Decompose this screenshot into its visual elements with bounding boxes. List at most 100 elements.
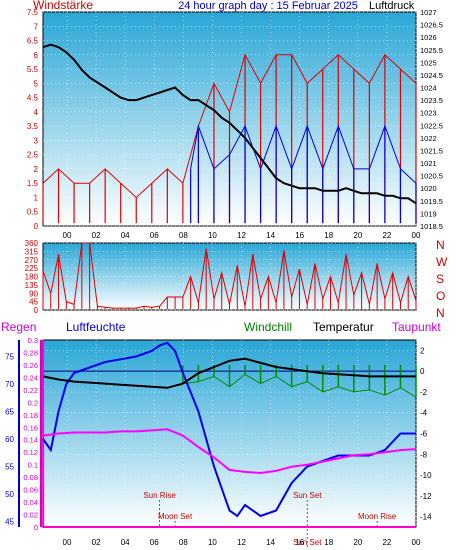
wind-tick-label: 0	[34, 222, 39, 231]
rain-tick-label: 0.14	[23, 436, 38, 445]
pressure-tick-label: 1023.5	[420, 96, 443, 105]
x-tick-label: 08	[179, 231, 188, 240]
temp-tick-label: -14	[420, 513, 432, 522]
pressure-tick-label: 1025.5	[420, 46, 443, 55]
wind-tick-label: 6.5	[27, 37, 39, 46]
rain-tick-label: 0.22	[23, 386, 38, 395]
humidity-line	[42, 341, 416, 518]
temp-tick-label: -6	[420, 430, 428, 439]
x-tick-label: 16	[295, 538, 304, 547]
rain-tick-label: 0.18	[23, 411, 38, 420]
x-tick-label: 00	[412, 538, 421, 547]
direction-tick-label: 180	[25, 273, 39, 282]
wind-axis-label: Windstärke	[33, 0, 93, 12]
rain-tick-label: 0.04	[23, 498, 38, 507]
wind-tick-label: 1	[34, 193, 39, 202]
x-tick-label: 06	[150, 538, 159, 547]
wind-tick-label: 6	[34, 51, 39, 60]
humidity-tick-label: 70	[5, 380, 14, 389]
x-tick-label: 18	[324, 231, 333, 240]
temp-humidity-series	[42, 339, 417, 528]
wind-tick-label: 3.5	[27, 122, 39, 131]
pressure-tick-label: 1021.5	[420, 146, 443, 155]
wind-direction-series	[42, 242, 417, 309]
rain-tick-label: 0.08	[23, 473, 38, 482]
pressure-tick-label: 1022	[420, 134, 437, 143]
pressure-tick-label: 1024.5	[420, 71, 443, 80]
wind-tick-label: 5.5	[27, 65, 39, 74]
pressure-line	[42, 43, 417, 205]
pressure-axis-ticks: 1018.5 1019 1019.5 1020 1020.5 1021 1021.5 1022…	[420, 8, 443, 231]
rain-line	[42, 339, 416, 528]
direction-tick-label: 315	[25, 247, 39, 256]
x-tick-label: 14	[266, 538, 275, 547]
dewpoint-line	[42, 428, 417, 475]
temp-tick-label: 2	[420, 346, 425, 355]
x-tick-label: 02	[92, 231, 101, 240]
direction-tick-label: 360	[25, 239, 39, 248]
rain-tick-label: 0.26	[23, 361, 38, 370]
compass-label: O	[436, 289, 445, 303]
wind-tick-label: 2	[34, 165, 39, 174]
wind-tick-label: 5	[34, 79, 39, 88]
x-tick-label: 00	[63, 231, 72, 240]
temp-humidity-x-ticks: 00 02 04 06 08 10 12 14 16 18 20 22 00	[63, 538, 421, 547]
direction-tick-label: 225	[25, 264, 39, 273]
x-tick-label: 16	[295, 231, 304, 240]
temp-tick-label: -4	[420, 409, 428, 418]
rain-tick-label: 0.2	[28, 398, 38, 407]
pressure-tick-label: 1018.5	[420, 222, 443, 231]
rain-tick-label: 0.06	[23, 486, 38, 495]
compass-label: S	[436, 272, 444, 286]
pressure-axis-label: Luftdruck	[369, 0, 415, 12]
humidity-label: Luftfeuchte	[66, 320, 126, 334]
pressure-tick-label: 1026.5	[420, 21, 443, 30]
wind-tick-label: 4.5	[27, 94, 39, 103]
pressure-tick-label: 1020	[420, 184, 437, 193]
chart-title: 24 hour graph day : 15 Februar 2025	[178, 0, 358, 12]
temp-tick-label: -10	[420, 471, 432, 480]
pressure-tick-label: 1025	[420, 58, 437, 67]
pressure-tick-label: 1019	[420, 209, 437, 218]
pressure-tick-label: 1024	[420, 84, 437, 93]
rain-tick-label: 0.12	[23, 448, 38, 457]
direction-tick-label: 135	[25, 281, 39, 290]
wind-pressure-x-ticks: 00 02 04 06 08 10 12 14 16 18 20 22 00	[63, 231, 421, 240]
astro-label: Moon Set	[158, 512, 193, 521]
wind-axis-ticks: 0 0.5 1 1.5 2 2.5 3 3.5 4 4.5 5 5.5 6 6.5 7 7.5	[27, 8, 39, 231]
wind-tick-label: 3	[34, 136, 39, 145]
pressure-tick-label: 1026	[420, 33, 437, 42]
rain-tick-label: 0	[34, 523, 38, 532]
wind-gust-line	[42, 53, 417, 199]
x-tick-label: 12	[237, 231, 246, 240]
x-tick-label: 22	[382, 231, 391, 240]
direction-tick-label: 45	[29, 298, 38, 307]
humidity-tick-label: 75	[5, 353, 14, 362]
temp-humidity-axes: 2 0 -2 -4 -6 -8 -10 -12 -14 0 0.02 0.04 0.06 0.08 0.1 0…	[5, 336, 432, 532]
direction-tick-label: 0	[34, 306, 39, 315]
x-tick-label: 04	[121, 538, 130, 547]
wind-tick-label: 0.5	[27, 208, 39, 217]
wind-tick-label: 7.5	[27, 8, 39, 17]
pressure-tick-label: 1019.5	[420, 197, 443, 206]
compass-label: N	[436, 238, 445, 252]
rain-tick-label: 0.1	[28, 461, 38, 470]
temp-tick-label: -2	[420, 388, 428, 397]
wind-pressure-series	[42, 43, 417, 224]
x-tick-label: 10	[208, 538, 217, 547]
humidity-tick-label: 65	[5, 408, 14, 417]
rain-label: Regen	[1, 320, 36, 334]
temp-tick-label: -8	[420, 450, 428, 459]
pressure-tick-label: 1021	[420, 159, 437, 168]
pressure-tick-label: 1022.5	[420, 121, 443, 130]
temp-tick-label: -12	[420, 492, 432, 501]
pressure-tick-label: 1020.5	[420, 172, 443, 181]
x-tick-label: 02	[92, 538, 101, 547]
wind-tick-label: 7	[34, 22, 39, 31]
x-tick-label: 14	[266, 231, 275, 240]
humidity-tick-label: 55	[5, 463, 14, 472]
wind-avg-line	[190, 124, 417, 184]
x-tick-label: 10	[208, 231, 217, 240]
